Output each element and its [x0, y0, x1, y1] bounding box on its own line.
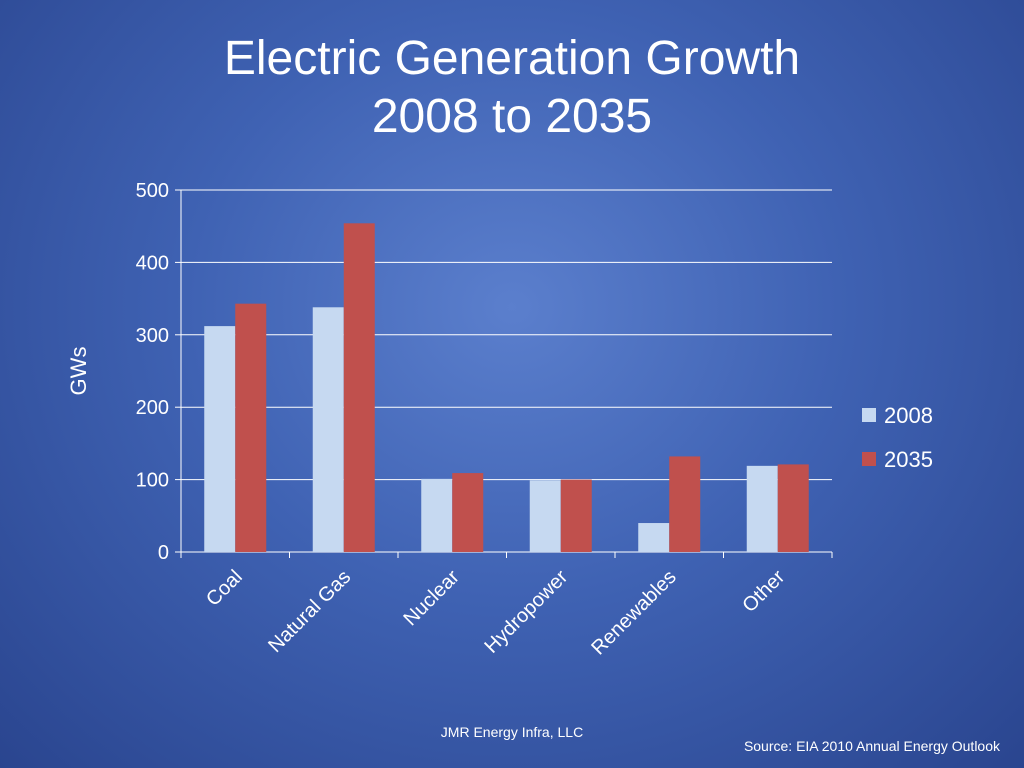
bar-2035-renewables	[669, 456, 701, 552]
bar-2008-coal	[204, 326, 236, 552]
title-line-1: Electric Generation Growth	[223, 32, 801, 85]
x-tick-label: Natural Gas	[264, 566, 355, 657]
y-tick-label: 100	[136, 470, 169, 492]
legend-swatch-2035	[862, 452, 876, 466]
bar-2008-other	[746, 465, 778, 552]
legend-label-2008: 2008	[884, 403, 933, 428]
y-tick-label: 200	[136, 397, 169, 419]
slide-title: Electric Generation Growth 2008 to 2035	[0, 30, 1024, 146]
bar-2008-nuclear	[421, 478, 453, 552]
legend-swatch-2008	[862, 408, 876, 422]
bar-2035-natural-gas	[343, 223, 375, 552]
bar-2035-other	[777, 464, 809, 552]
y-tick-label: 500	[136, 180, 169, 202]
y-axis-title: GWs	[66, 347, 91, 396]
footer-source: Source: EIA 2010 Annual Energy Outlook	[743, 738, 1000, 754]
x-tick-label: Renewables	[587, 566, 680, 659]
legend-label-2035: 2035	[884, 447, 933, 472]
bar-2035-coal	[235, 303, 267, 552]
y-tick-label: 300	[136, 325, 169, 347]
y-tick-label: 400	[136, 252, 169, 274]
y-tick-label: 0	[158, 542, 169, 564]
x-tick-label: Coal	[202, 566, 247, 611]
bar-2008-renewables	[638, 523, 670, 552]
bar-2035-hydropower	[560, 479, 592, 552]
bar-2008-natural-gas	[312, 307, 344, 552]
title-line-2: 2008 to 2035	[371, 90, 653, 143]
x-tick-label: Nuclear	[399, 566, 464, 631]
bar-2035-nuclear	[452, 473, 484, 552]
footer-company: JMR Energy Infra, LLC	[440, 724, 584, 740]
x-tick-label: Other	[738, 566, 789, 617]
x-tick-label: Hydropower	[480, 566, 572, 658]
bar-2008-hydropower	[529, 480, 561, 552]
